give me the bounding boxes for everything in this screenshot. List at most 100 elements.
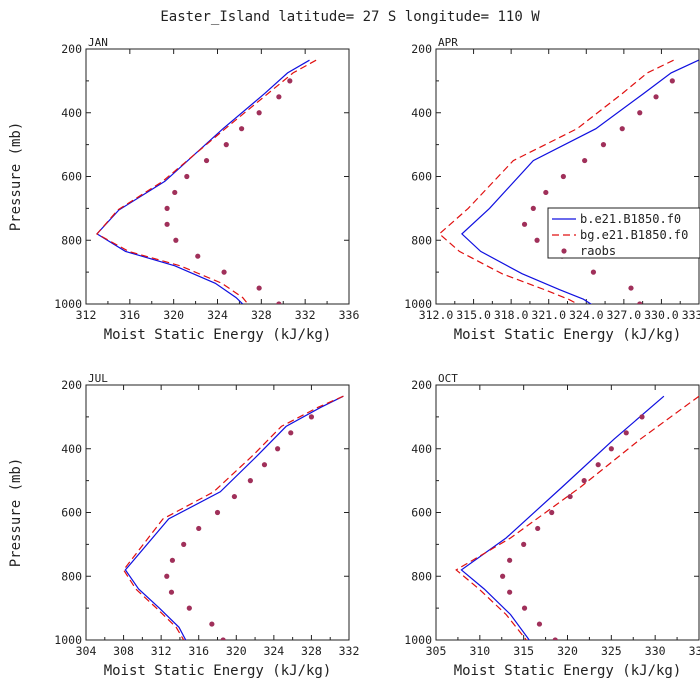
raobs-point — [247, 478, 253, 484]
panel-label-jan: JAN — [88, 36, 108, 49]
raobs-point — [507, 589, 513, 595]
raobs-point — [287, 78, 293, 84]
panel-jul: JUL 304 308 312 316 320 324 328 332 200 400 600 800 1… — [8, 372, 359, 679]
x-tick-label: 324 — [207, 308, 228, 322]
raobs-point — [195, 253, 201, 259]
raobs-point — [181, 541, 187, 547]
x-tick-label: 333.0 — [682, 308, 700, 322]
legend-box — [547, 207, 700, 259]
x-tick-label: 312 — [76, 308, 97, 322]
y-tick-label: 800 — [411, 233, 432, 247]
raobs-point — [600, 142, 607, 148]
x-tick-label: 324.0 — [569, 308, 604, 322]
panels: JAN 312 316 320 324 328 332 336 200 400 600 800 1000… — [8, 36, 700, 679]
raobs-point — [521, 605, 528, 611]
x-axis-label: Moist Static Energy (kJ/kg) — [454, 663, 682, 679]
raobs-point — [209, 621, 215, 627]
raobs-point — [275, 446, 281, 452]
raobs-point — [639, 414, 645, 420]
x-tick-label: 308 — [113, 644, 134, 658]
raobs-point — [560, 173, 566, 180]
x-tick-label: 330.0 — [644, 308, 679, 322]
raobs-point — [623, 430, 629, 436]
y-tick-label: 400 — [411, 106, 432, 120]
panel-label-jul: JUL — [88, 372, 108, 385]
raobs-point — [169, 557, 176, 563]
raobs-point — [164, 221, 170, 227]
series-line-bg — [96, 59, 317, 304]
x-tick-label: 325 — [601, 644, 622, 658]
raobs-point — [534, 237, 540, 243]
raobs-point — [308, 414, 315, 420]
raobs-point — [221, 269, 227, 275]
series-line-bg — [438, 59, 674, 304]
raobs-point — [549, 509, 555, 516]
raobs-point — [164, 205, 170, 211]
y-tick-label: 800 — [61, 569, 82, 583]
y-tick-label: 1000 — [404, 297, 432, 311]
raobs-point — [637, 301, 643, 304]
x-tick-label: 328 — [251, 308, 272, 322]
raobs-point — [590, 269, 597, 275]
y-axis-label: Pressure (mb) — [8, 458, 24, 568]
raobs-point — [608, 446, 614, 452]
raobs-point — [521, 541, 527, 547]
x-tick-label: 316 — [119, 308, 140, 322]
y-tick-label: 200 — [61, 42, 82, 56]
x-tick-label: 316 — [188, 644, 209, 658]
raobs-point — [653, 94, 659, 100]
x-tick-label: 321.0 — [531, 308, 566, 322]
y-tick-label: 800 — [411, 569, 432, 583]
x-tick-label: 318.0 — [494, 308, 529, 322]
legend-label: b.e21.B1850.f0 — [580, 212, 681, 226]
data-layer-jan — [96, 59, 317, 304]
y-tick-label: 1000 — [404, 633, 432, 647]
figure-title: Easter_Island latitude= 27 S longitude= … — [160, 9, 540, 25]
raobs-point — [256, 285, 262, 291]
raobs-point — [214, 509, 221, 516]
raobs-point — [595, 462, 601, 468]
panel-apr: APR 312.0 315.0 318.0 321.0 324.0 327.0 330.0 33… — [404, 36, 700, 343]
series-line-b — [461, 59, 699, 304]
plot-frame-jan — [85, 48, 350, 305]
x-tick-label: 320 — [226, 644, 247, 658]
y-tick-label: 400 — [61, 106, 82, 120]
y-tick-label: 400 — [411, 442, 432, 456]
raobs-point — [196, 525, 202, 532]
raobs-point — [567, 493, 573, 500]
x-tick-label: 330 — [645, 644, 666, 658]
raobs-point — [173, 237, 179, 243]
data-layer-apr — [438, 59, 699, 304]
data-layer-oct — [455, 395, 699, 640]
x-tick-label: 332 — [295, 308, 316, 322]
data-layer-jul — [122, 395, 344, 640]
legend-swatch-raobs — [561, 248, 567, 254]
raobs-point — [535, 525, 541, 532]
panel-jan: JAN 312 316 320 324 328 332 336 200 400 600 800 1000… — [8, 36, 359, 343]
raobs-point — [164, 573, 170, 579]
x-tick-label: 327.0 — [607, 308, 642, 322]
x-axis-label: Moist Static Energy (kJ/kg) — [104, 663, 332, 679]
raobs-point — [530, 205, 536, 211]
raobs-point — [203, 157, 210, 164]
raobs-point — [288, 430, 294, 436]
legend: b.e21.B1850.f0 bg.e21.B1850.f0 raobs — [547, 207, 700, 259]
raobs-point — [220, 637, 226, 640]
x-tick-label: 320 — [557, 644, 578, 658]
raobs-point — [637, 110, 643, 116]
x-tick-label: 324 — [263, 644, 284, 658]
panel-label-oct: OCT — [438, 372, 458, 385]
panel-label-apr: APR — [438, 36, 458, 49]
y-tick-label: 600 — [61, 506, 82, 520]
y-tick-label: 1000 — [54, 297, 82, 311]
x-tick-label: 312.0 — [419, 308, 454, 322]
raobs-point — [186, 605, 192, 611]
legend-label: raobs — [580, 244, 616, 258]
x-tick-label: 304 — [76, 644, 97, 658]
x-tick-label: 315.0 — [456, 308, 491, 322]
y-tick-label: 200 — [411, 378, 432, 392]
raobs-point — [628, 285, 634, 291]
x-tick-label: 320 — [163, 308, 184, 322]
raobs-point — [552, 637, 558, 640]
